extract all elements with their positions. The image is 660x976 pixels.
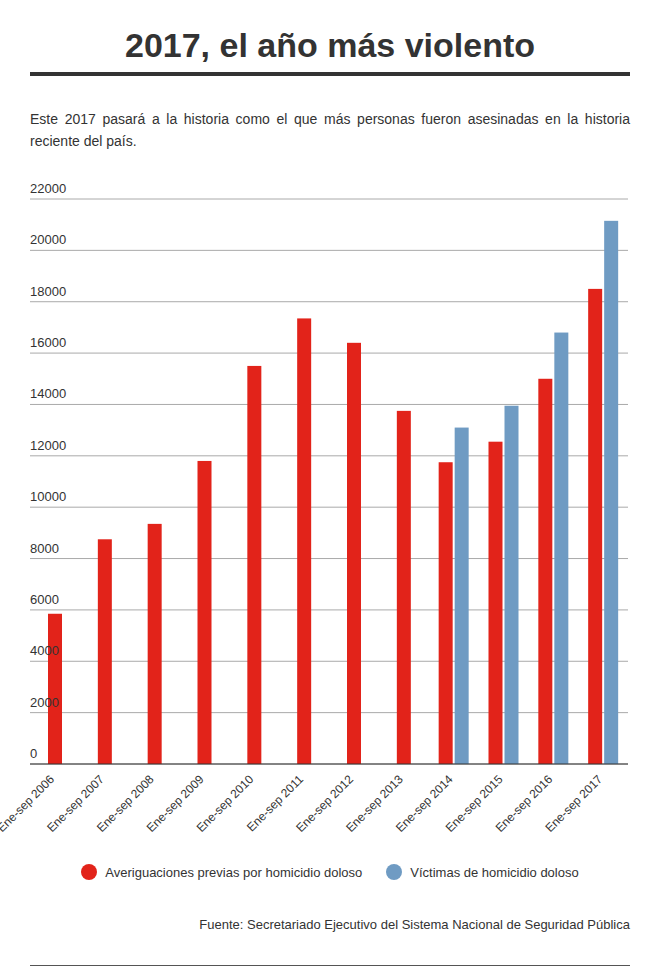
html-text:Víctimas de homicidio doloso: Víctimas de homicidio doloso (410, 864, 579, 880)
svg-text:14000: 14000 (30, 386, 66, 401)
svg-text:Ene-sep 2012: Ene-sep 2012 (293, 772, 356, 835)
svg-text:18000: 18000 (30, 284, 66, 299)
svg-text:10000: 10000 (30, 489, 66, 504)
svg-text:2000: 2000 (30, 695, 59, 710)
svg-text:Ene-sep 2013: Ene-sep 2013 (343, 772, 406, 835)
svg-text:16000: 16000 (30, 335, 66, 350)
html-text:Este 2017 pasará a la historia: Este 2017 pasará a la historia como el q… (30, 111, 630, 149)
html-text:Fuente: Secretariado Ejecutivo: Fuente: Secretariado Ejecutivo del Siste… (199, 917, 630, 932)
svg-text:22000: 22000 (30, 181, 66, 196)
html-text:2017, el año más violento: 2017, el año más violento (125, 26, 535, 64)
svg-text:Ene-sep 2010: Ene-sep 2010 (193, 772, 257, 835)
html-text:Averiguaciones previas por hom: Averiguaciones previas por homicidio dol… (105, 864, 363, 880)
svg-text:Ene-sep 2017: Ene-sep 2017 (542, 772, 605, 835)
svg-text:Ene-sep 2016: Ene-sep 2016 (492, 772, 556, 835)
svg-text:12000: 12000 (30, 438, 66, 453)
svg-text:8000: 8000 (30, 541, 59, 556)
svg-text:6000: 6000 (30, 592, 59, 607)
svg-text:4000: 4000 (30, 643, 59, 658)
svg-text:0: 0 (30, 746, 37, 761)
svg-text:Ene-sep 2011: Ene-sep 2011 (244, 772, 307, 835)
svg-text:Ene-sep 2014: Ene-sep 2014 (393, 772, 456, 835)
svg-text:Ene-sep 2007: Ene-sep 2007 (44, 772, 107, 835)
svg-text:Ene-sep 2015: Ene-sep 2015 (442, 772, 506, 835)
svg-text:Ene-sep 2009: Ene-sep 2009 (143, 772, 207, 835)
svg-text:20000: 20000 (30, 232, 66, 247)
svg-text:Ene-sep 2008: Ene-sep 2008 (94, 772, 157, 835)
